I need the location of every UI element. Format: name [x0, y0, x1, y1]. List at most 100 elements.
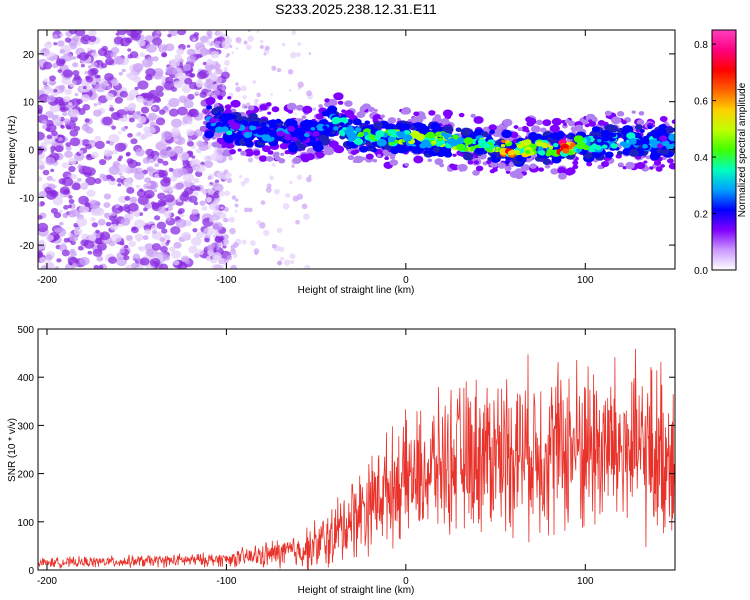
- spectrogram-noise-blob: [119, 90, 128, 98]
- snr-ytick-label: 500: [17, 325, 34, 336]
- spectrogram-ridge-blob: [521, 126, 529, 132]
- spectrogram-noise-blob: [99, 231, 111, 241]
- spectrogram-noise-blob: [201, 142, 208, 147]
- spectrogram-noise-blob: [117, 131, 122, 135]
- spectrogram-noise-blob: [216, 247, 220, 251]
- spectrogram-noise-blob: [186, 44, 191, 48]
- spectrogram-noise-blob: [204, 160, 214, 168]
- spectrogram-ridge-blob: [505, 140, 510, 144]
- spectrogram-ridge-blob: [322, 125, 328, 130]
- spectrogram-noise-blob: [186, 178, 192, 183]
- spectrogram-noise-blob: [193, 191, 199, 196]
- spectrogram-noise-blob: [52, 34, 59, 40]
- spectrogram-noise-blob: [271, 243, 277, 249]
- spectrogram-noise-blob: [190, 237, 202, 246]
- spectrogram-noise-blob: [103, 149, 113, 157]
- spectrogram-ridge-blob: [575, 148, 582, 153]
- spectrogram-noise-blob: [197, 50, 201, 55]
- spectrogram-ridge-blob: [229, 149, 236, 155]
- spectrogram-ridge-blob: [285, 118, 295, 126]
- spectrogram-noise-blob: [63, 118, 71, 124]
- spectrogram-ridge-blob: [550, 168, 559, 175]
- spectrogram-noise-blob: [136, 95, 144, 103]
- snr-y-label: SNR (10 * v/v): [7, 418, 18, 482]
- spectrogram-ridge-blob: [478, 140, 488, 148]
- spectrogram-noise-blob: [276, 260, 282, 266]
- spectrogram-ridge-blob: [464, 153, 472, 160]
- spectrogram-noise-blob: [149, 121, 157, 128]
- spectrogram-noise-blob: [234, 210, 238, 213]
- spectrogram-noise-blob: [103, 193, 112, 200]
- spectrogram-noise-blob: [128, 202, 139, 212]
- spectrogram-noise-blob: [38, 201, 41, 206]
- spectrogram-ridge-blob: [352, 159, 358, 164]
- spectrogram-ridge-blob: [288, 145, 298, 153]
- spectrogram-ridge-blob: [396, 117, 401, 121]
- spectrogram-ytick-label: -10: [20, 193, 35, 204]
- spectrogram-noise-blob: [69, 137, 81, 147]
- spectrogram-noise-blob: [283, 259, 291, 266]
- spectrogram-noise-blob: [108, 165, 120, 175]
- spectrogram-noise-blob: [110, 111, 121, 121]
- spectrogram-noise-blob: [145, 248, 155, 256]
- spectrogram-noise-blob: [86, 154, 91, 158]
- spectrogram-noise-blob: [166, 149, 176, 157]
- spectrogram-noise-blob: [157, 206, 167, 214]
- spectrogram-ridge-blob: [237, 148, 242, 152]
- snr-x-ticks: -200 -100 0 100: [37, 329, 594, 587]
- spectrogram-noise-blob: [282, 203, 290, 210]
- spectrogram-noise-blob: [189, 73, 196, 78]
- spectrogram-ridge-blob: [373, 121, 383, 129]
- spectrogram-ridge-blob: [564, 118, 571, 124]
- spectrogram-noise-blob: [191, 208, 199, 216]
- spectrogram-noise-blob: [117, 183, 122, 187]
- spectrogram-ridge-blob: [247, 105, 255, 111]
- spectrogram-ridge-blob: [360, 156, 366, 161]
- spectrogram-noise-blob: [231, 51, 235, 54]
- spectrogram-ridge-blob: [344, 128, 354, 136]
- spectrogram-noise-blob: [38, 131, 45, 141]
- spectrogram-noise-blob: [87, 47, 92, 52]
- spectrogram-noise-blob: [108, 134, 120, 144]
- spectrogram-noise-blob: [159, 200, 167, 206]
- spectrogram-noise-blob: [285, 192, 291, 199]
- snr-xtick-label: -100: [216, 576, 236, 587]
- spectrogram-ridge-blob: [251, 121, 257, 127]
- spectrogram-ridge-blob: [456, 127, 462, 132]
- spectrogram-ridge-blob: [545, 152, 551, 157]
- spectrogram-noise-blob: [129, 196, 138, 203]
- spectrogram-ridge-blob: [657, 127, 667, 135]
- spectrogram-noise-blob: [117, 205, 125, 212]
- spectrogram-noise-blob: [143, 207, 148, 212]
- spectrogram-ridge-blob: [639, 129, 645, 133]
- spectrogram-noise-blob: [206, 40, 211, 46]
- spectrogram-ridge-blob: [365, 153, 374, 160]
- spectrogram-noise-blob: [193, 129, 203, 137]
- spectrogram-noise-blob: [291, 30, 296, 35]
- spectrogram-noise-blob: [97, 101, 102, 105]
- spectrogram-noise-blob: [256, 92, 261, 98]
- colorbar-tick-label: 0.2: [694, 210, 708, 221]
- spectrogram-noise-blob: [172, 168, 184, 178]
- spectrogram-ridge-blob: [497, 162, 506, 169]
- spectrogram-noise-blob: [126, 187, 135, 194]
- spectrogram-ridge-blob: [660, 164, 665, 168]
- spectrogram-ytick-label: 20: [23, 50, 35, 61]
- spectrogram-noise-blob: [109, 107, 115, 112]
- spectrogram-noise-blob: [191, 158, 201, 167]
- spectrogram-noise-blob: [223, 234, 229, 240]
- spectrogram-noise-blob: [129, 51, 139, 59]
- spectrogram-noise-blob: [61, 176, 74, 187]
- spectrogram-noise-blob: [206, 58, 213, 66]
- spectrogram-ridge-blob: [284, 134, 293, 141]
- spectrogram-noise-blob: [147, 112, 158, 121]
- spectrogram-ridge-blob: [655, 166, 663, 172]
- colorbar-tick-label: 0.0: [694, 266, 708, 277]
- spectrogram-noise-blob: [175, 218, 187, 228]
- spectrogram-noise-blob: [110, 52, 117, 58]
- spectrogram-ridge-blob: [572, 160, 579, 166]
- spectrogram-noise-blob: [171, 250, 182, 259]
- spectrogram-noise-blob: [39, 165, 45, 170]
- spectrogram-ridge-blob: [540, 127, 547, 133]
- spectrogram-noise-blob: [91, 222, 98, 228]
